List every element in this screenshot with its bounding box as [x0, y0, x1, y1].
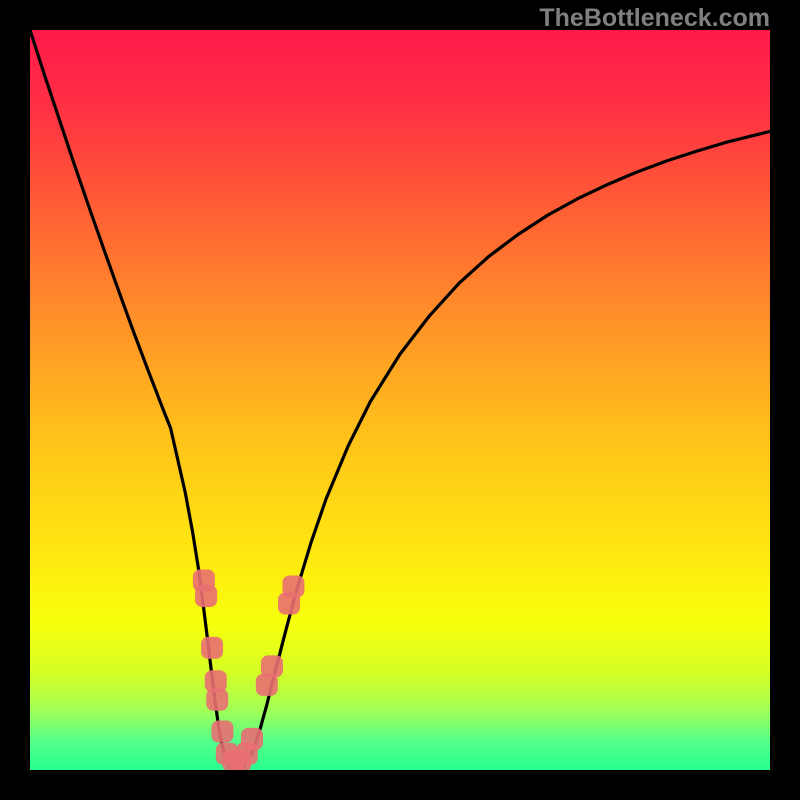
chart-svg — [30, 30, 770, 770]
marker — [282, 575, 304, 597]
marker — [201, 637, 223, 659]
marker — [241, 728, 263, 750]
marker — [211, 721, 233, 743]
chart-frame — [0, 0, 800, 800]
marker — [195, 585, 217, 607]
plot-area — [30, 30, 770, 770]
marker — [206, 689, 228, 711]
watermark-text: TheBottleneck.com — [539, 4, 770, 33]
marker — [261, 655, 283, 677]
curve-path — [30, 30, 770, 770]
